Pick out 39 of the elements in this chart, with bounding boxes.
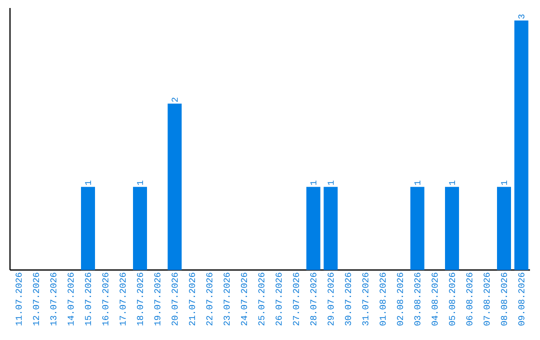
x-tick-label: 19.07.2026 [154,272,160,326]
x-tick-label: 03.08.2026 [414,272,420,326]
data-label: 1 [85,180,91,185]
x-tick-label: 09.08.2026 [518,272,524,326]
x-tick-label: 15.07.2026 [84,272,92,326]
x-tick-label: 13.07.2026 [50,272,56,326]
x-tick-label: 28.07.2026 [310,272,316,326]
data-label: 1 [310,180,316,185]
x-tick-label: 27.07.2026 [292,272,300,326]
data-label: 1 [501,180,507,185]
x-tick-label: 02.08.2026 [396,272,404,326]
x-tick-label: 16.07.2026 [102,272,108,326]
x-tick-label: 22.07.2026 [206,272,212,326]
x-tick-label: 06.08.2026 [466,272,472,326]
x-tick-label: 31.07.2026 [362,272,368,326]
x-tick-label: 24.07.2026 [240,272,248,326]
x-tick-label: 23.07.2026 [224,272,230,326]
data-label: 1 [414,180,420,185]
x-tick-label: 26.07.2026 [276,272,282,326]
x-tick-label: 01.08.2026 [380,272,386,326]
x-tick-label: 18.07.2026 [136,272,144,326]
data-label: 1 [137,180,143,185]
data-label: 3 [518,14,524,19]
x-tick-label: 17.07.2026 [120,272,126,326]
x-tick-label: 21.07.2026 [188,272,196,326]
x-tick-label: 20.07.2026 [172,272,178,326]
data-label: 1 [449,180,455,185]
x-tick-label: 08.08.2026 [500,272,508,326]
x-tick-label: 04.08.2026 [432,272,438,326]
x-tick-label: 07.08.2026 [484,272,490,326]
x-tick-label: 11.07.2026 [16,272,22,326]
x-tick-label: 14.07.2026 [68,272,74,326]
data-label: 2 [172,98,178,102]
data-label: 1 [328,180,334,185]
x-tick-label: 29.07.2026 [328,272,334,326]
x-tick-label: 25.07.2026 [258,272,264,326]
x-tick-label: 30.07.2026 [344,272,352,326]
x-tick-label: 05.08.2026 [448,272,456,326]
x-tick-label: 12.07.2026 [32,272,40,326]
